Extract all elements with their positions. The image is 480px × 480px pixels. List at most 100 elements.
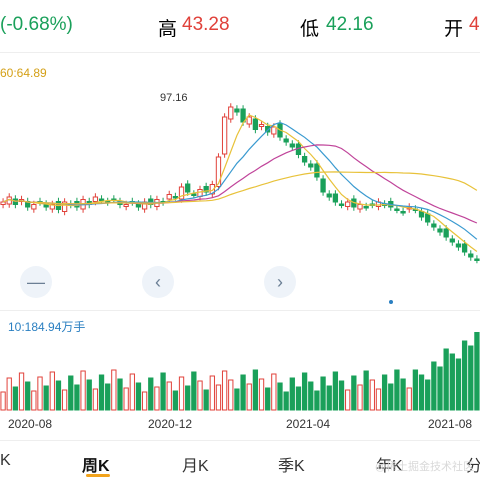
candle-body	[92, 196, 99, 202]
volume-bar	[68, 375, 74, 411]
candle-body	[172, 196, 179, 199]
volume-bar	[12, 386, 19, 411]
volume-bar	[61, 389, 68, 411]
zoom-out-button[interactable]: —	[20, 266, 52, 298]
candle-body	[221, 116, 228, 155]
volume-bar	[258, 378, 265, 411]
volume-bar	[332, 371, 339, 411]
tab-day-k[interactable]: K	[0, 452, 11, 469]
volume-bar	[172, 390, 179, 411]
candle-body	[431, 223, 437, 228]
candle-body	[468, 253, 474, 258]
volume-chart[interactable]	[0, 332, 480, 412]
volume-bar	[37, 376, 43, 411]
next-button[interactable]: ›	[264, 266, 296, 298]
volume-bar	[160, 372, 166, 411]
volume-bar	[105, 383, 111, 411]
volume-bar	[166, 381, 172, 411]
volume-bar	[31, 390, 37, 411]
volume-bar	[455, 358, 462, 411]
volume-bar	[129, 373, 135, 411]
active-tab-indicator	[86, 474, 110, 477]
candle-body	[443, 228, 449, 238]
volume-bar	[443, 348, 449, 411]
candle-body	[234, 108, 240, 113]
volume-bar	[234, 388, 240, 411]
volume-bar	[289, 377, 295, 411]
tab-week-k[interactable]: 周K	[82, 458, 110, 475]
volume-bar	[351, 375, 357, 411]
candlestick-chart[interactable]	[0, 82, 480, 312]
volume-bar	[55, 380, 62, 411]
volume-bar	[154, 386, 160, 411]
volume-bar	[314, 390, 320, 411]
candle-body	[314, 163, 320, 178]
volume-bar	[80, 370, 86, 411]
candle-body	[98, 198, 105, 201]
volume-bar	[326, 385, 332, 411]
candle-body	[461, 243, 468, 253]
volume-bar	[203, 389, 209, 411]
volume-bar	[74, 384, 80, 411]
candle-body	[357, 204, 363, 210]
tab-quarter-k[interactable]: 季K	[278, 458, 305, 475]
candle-body	[178, 186, 185, 200]
candle-body	[228, 106, 234, 120]
volume-bar	[283, 391, 289, 411]
volume-bar	[98, 374, 105, 411]
x-axis-label: 2020-12	[148, 417, 193, 431]
volume-bar	[375, 388, 382, 411]
volume-bar	[92, 388, 99, 411]
watermark: @稀土掘金技术社区	[374, 461, 474, 473]
volume-bar	[345, 389, 351, 411]
prev-button[interactable]: ‹	[142, 266, 174, 298]
candle-body	[394, 208, 400, 211]
volume-bar	[185, 385, 191, 411]
volume-bar	[111, 369, 117, 411]
ma5-line	[2, 114, 478, 252]
volume-bar	[191, 371, 197, 411]
tab-month-k[interactable]: 月K	[182, 458, 209, 475]
volume-bar	[277, 382, 283, 411]
volume-bar	[425, 379, 431, 411]
candle-body	[185, 183, 191, 193]
high-label: 高	[158, 19, 178, 40]
volume-bar	[252, 369, 259, 411]
candle-body	[345, 201, 351, 207]
candle-body	[31, 204, 37, 210]
candle-body	[332, 193, 339, 203]
volume-bar	[320, 376, 326, 411]
volume-bar	[301, 372, 308, 411]
volume-bar	[178, 376, 185, 411]
tab-year-k[interactable]: 年K	[376, 458, 403, 475]
candle-body	[61, 201, 68, 212]
divider	[0, 52, 480, 53]
candle-body	[338, 203, 345, 206]
candle-body	[320, 178, 326, 193]
volume-bar	[412, 369, 419, 411]
candle-body	[283, 138, 289, 143]
ma20-line	[2, 144, 478, 224]
volume-bar	[197, 380, 203, 411]
volume-bar	[308, 381, 314, 411]
candle-body	[215, 156, 222, 187]
candle-body	[449, 238, 455, 243]
tab-minute[interactable]: 分	[466, 458, 480, 475]
volume-bar	[461, 340, 468, 411]
volume-bar	[431, 361, 437, 411]
volume-bar	[228, 379, 234, 411]
volume-bar	[295, 386, 302, 411]
candle-body	[123, 204, 129, 207]
candle-body	[240, 108, 246, 123]
candle-body	[258, 124, 265, 127]
volume-ma-label: 10:184.94万手	[8, 320, 86, 334]
open-label: 开	[444, 19, 464, 40]
volume-bar	[123, 387, 129, 411]
volume-bar	[400, 378, 406, 411]
volume-bar	[418, 374, 425, 411]
low-value: 42.16	[326, 14, 374, 35]
minus-icon: —	[27, 271, 45, 292]
volume-bar	[381, 374, 388, 411]
change-percent: (-0.68%)	[0, 14, 73, 35]
volume-bar	[271, 373, 277, 411]
